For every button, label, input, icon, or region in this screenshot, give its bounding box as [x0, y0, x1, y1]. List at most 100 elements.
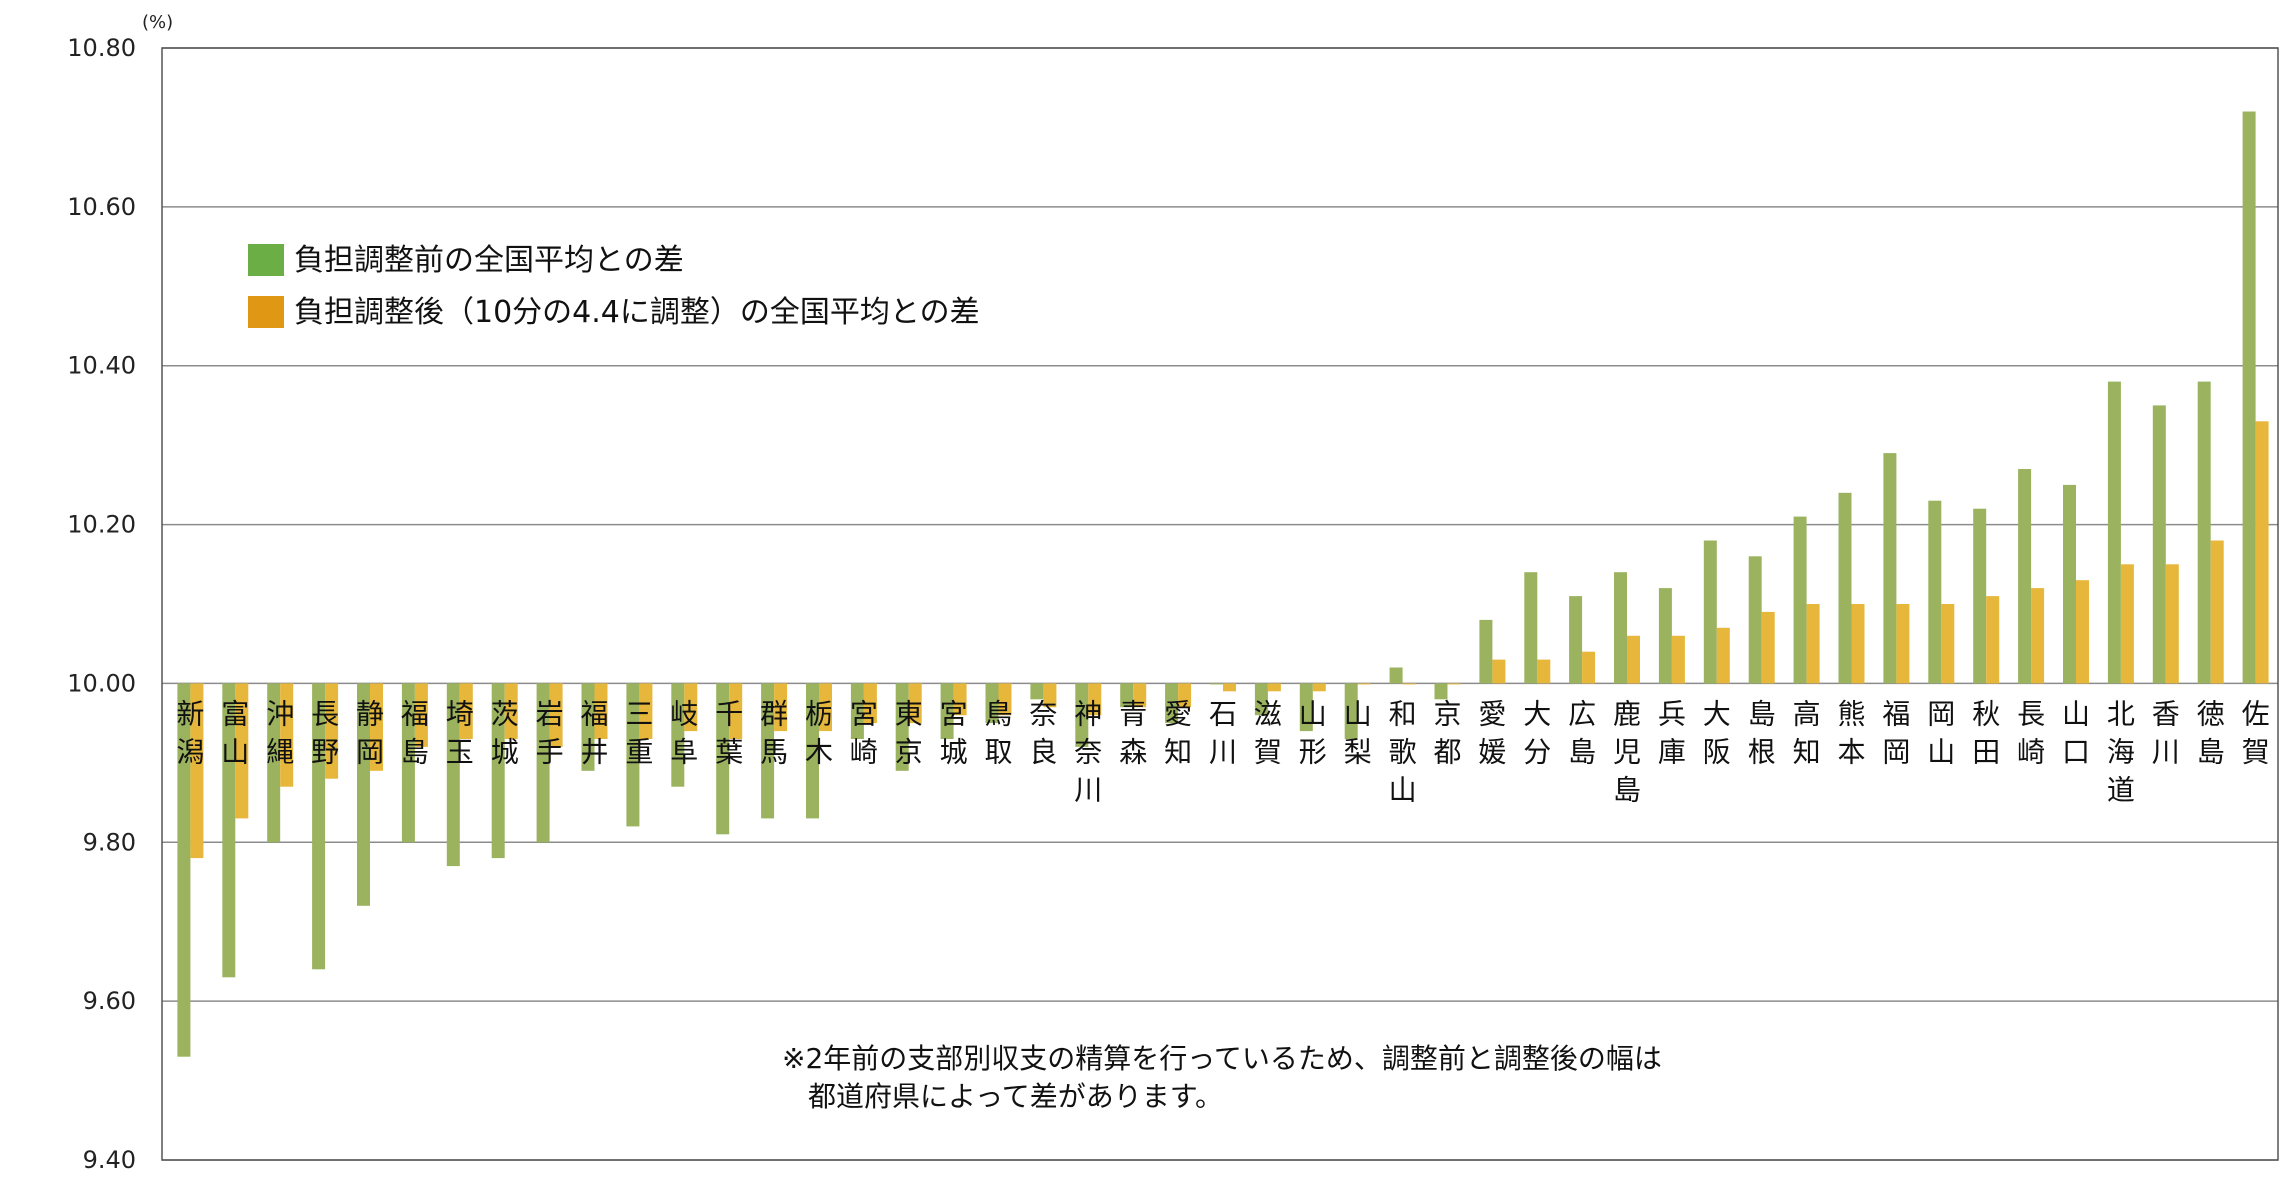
bar-before-adjustment [2018, 469, 2032, 684]
x-category-label: 山 [221, 735, 249, 768]
x-category-label: 高 [1793, 697, 1821, 730]
bar-after-adjustment [1178, 683, 1192, 708]
bar-after-adjustment [1537, 659, 1551, 684]
bar-after-adjustment [953, 683, 967, 716]
x-category-label: 福 [1882, 697, 1910, 730]
bar-after-adjustment [729, 683, 743, 739]
bar-after-adjustment [1402, 683, 1416, 685]
y-tick-label: 9.80 [83, 828, 136, 856]
bar-after-adjustment [1582, 651, 1596, 684]
x-category-label: 城 [491, 735, 519, 768]
bar-after-adjustment [863, 683, 877, 724]
bar-before-adjustment [1973, 508, 1987, 684]
x-category-label: 富 [221, 697, 249, 730]
y-tick-label: 10.80 [67, 34, 136, 62]
x-category-label: 山 [2062, 697, 2090, 730]
bar-after-adjustment [2210, 540, 2224, 684]
x-category-label: 東 [895, 697, 923, 730]
bar-after-adjustment [2076, 580, 2089, 684]
x-category-label: 三 [625, 697, 653, 730]
bar-after-adjustment [908, 683, 922, 724]
bar-before-adjustment [1254, 683, 1268, 716]
x-category-label: 岡 [1882, 735, 1910, 768]
x-category-label: 長 [2017, 697, 2045, 730]
x-category-label: 大 [1703, 697, 1731, 730]
bar-after-adjustment [325, 683, 339, 779]
x-category-label: 沖 [266, 697, 294, 730]
x-category-label: 山 [1389, 773, 1417, 806]
x-category-label: 埼 [446, 697, 474, 730]
legend-swatch-before [248, 244, 284, 276]
bar-before-adjustment [357, 683, 370, 906]
x-category-label: 崎 [850, 735, 878, 768]
bar-after-adjustment [235, 683, 249, 819]
x-category-label: 青 [1119, 697, 1147, 730]
grid-lines [162, 47, 2278, 1161]
x-category-label: 玉 [446, 735, 474, 768]
bar-after-adjustment [1133, 683, 1147, 708]
x-category-label: 宮 [850, 697, 878, 730]
plot-frame [161, 47, 2279, 1161]
bar-before-adjustment [1299, 683, 1313, 732]
bar-after-adjustment [1223, 683, 1236, 692]
x-category-label: 知 [1164, 735, 1192, 768]
bar-before-adjustment [1569, 596, 1583, 684]
bar-after-adjustment [594, 683, 608, 739]
bar-before-adjustment [1120, 683, 1134, 708]
bar-after-adjustment [1851, 604, 1865, 684]
bar-before-adjustment [1748, 556, 1762, 684]
x-category-label: 賀 [2242, 735, 2270, 768]
x-category-label: 川 [1074, 773, 1102, 806]
y-unit-label: (%) [142, 12, 173, 33]
bar-after-adjustment [1357, 683, 1371, 685]
x-category-label: 分 [1523, 735, 1551, 768]
footnote-line-2: 都道府県によって差があります。 [808, 1080, 1223, 1113]
x-category-label: 愛 [1164, 697, 1192, 730]
bar-after-adjustment [1986, 596, 2000, 684]
x-category-label: 潟 [176, 735, 204, 768]
bar-after-adjustment [370, 683, 383, 771]
bar-after-adjustment [504, 683, 518, 739]
bar-after-adjustment [549, 683, 563, 747]
x-category-label: 奈 [1074, 735, 1102, 768]
bar-before-adjustment [1793, 516, 1807, 684]
bar-before-adjustment [1030, 683, 1044, 700]
bar-before-adjustment [536, 683, 550, 843]
bar-after-adjustment [1267, 683, 1281, 692]
bar-after-adjustment [280, 683, 294, 787]
bar-before-adjustment [1703, 540, 1717, 684]
bar-before-adjustment [401, 683, 415, 843]
bar-before-adjustment [581, 683, 595, 771]
x-category-label: 梨 [1344, 735, 1372, 768]
bar-before-adjustment [1479, 619, 1493, 684]
x-category-label: 取 [984, 735, 1012, 768]
bar-before-adjustment [1838, 492, 1852, 684]
x-category-label: 阪 [1703, 735, 1731, 768]
y-tick-label: 10.20 [67, 511, 136, 539]
x-category-label: 歌 [1389, 735, 1417, 768]
bar-before-adjustment [716, 683, 730, 835]
bar-after-adjustment [1492, 659, 1506, 684]
bar-after-adjustment [1761, 611, 1775, 684]
y-tick-labels: 10.80 10.60 10.40 10.20 10.00 9.80 9.60 9.40 [67, 34, 136, 1174]
x-category-label: 馬 [760, 735, 788, 768]
x-category-label: 千 [715, 697, 743, 730]
x-category-label: 崎 [2017, 735, 2045, 768]
bar-before-adjustment [671, 683, 685, 787]
bar-before-adjustment [1344, 683, 1358, 739]
bar-after-adjustment [1896, 604, 1910, 684]
bar-after-adjustment [414, 683, 428, 747]
x-category-label: 葉 [715, 735, 743, 768]
bar-after-adjustment [1671, 635, 1685, 684]
bar-before-adjustment [222, 683, 236, 978]
y-tick-label: 9.60 [83, 987, 136, 1015]
x-category-label: 重 [625, 735, 653, 768]
bar-after-adjustment [1447, 683, 1461, 685]
x-category-label: 賀 [1254, 735, 1282, 768]
legend-swatch-after [248, 296, 284, 328]
x-category-label: 宮 [940, 697, 968, 730]
bar-after-adjustment [1627, 635, 1640, 684]
footnote: ※2年前の支部別収支の精算を行っているため、調整前と調整後の幅は 都道府県によっ… [782, 1042, 1662, 1113]
bar-before-adjustment [985, 683, 999, 724]
